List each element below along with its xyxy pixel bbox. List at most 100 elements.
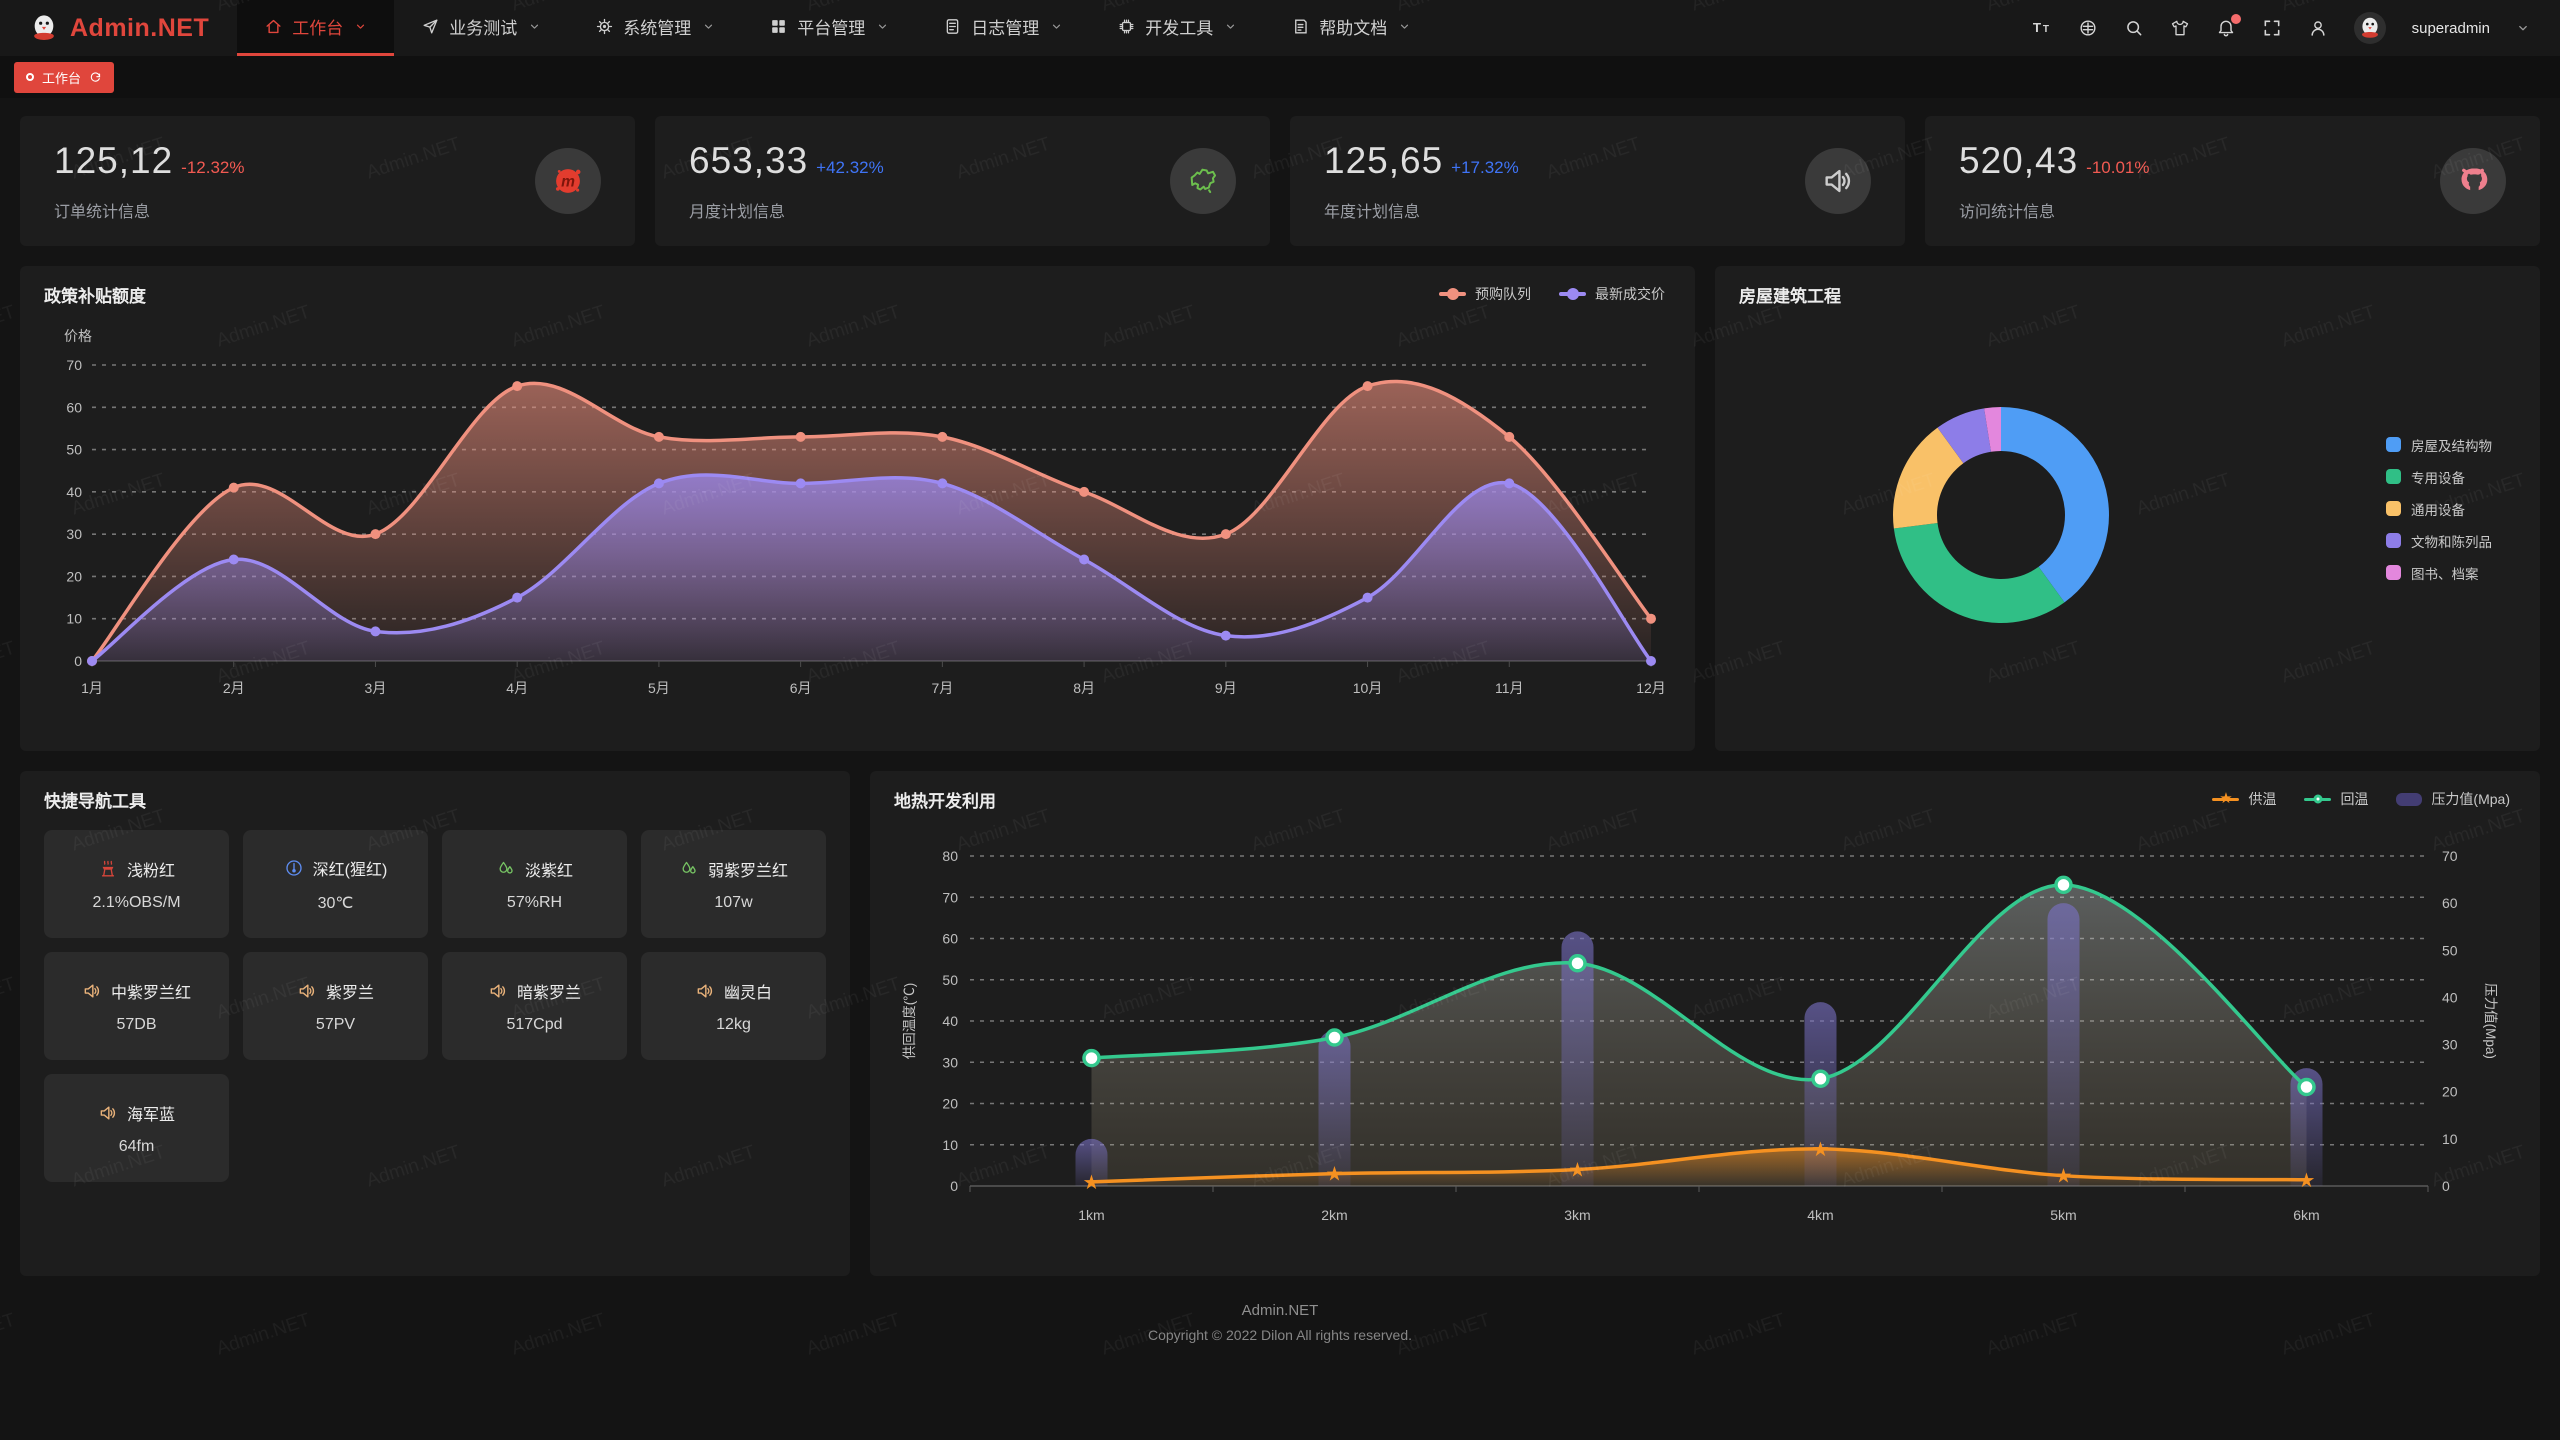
legend-item-latest-price[interactable]: 最新成交价	[1559, 284, 1665, 304]
octocat-icon	[2456, 164, 2490, 198]
legend-item-general-equipment[interactable]: 通用设备	[2386, 499, 2492, 519]
quick-nav-item-navy-blue[interactable]: 海军蓝 64fm	[44, 1074, 229, 1182]
stat-delta: +42.32%	[816, 158, 884, 177]
svg-text:10: 10	[66, 611, 82, 627]
subsidy-chart-panel: 政策补贴额度 预购队列 最新成交价 0 10 20 30 40 50 60 70 价格 1月 2月 3…	[20, 266, 1695, 751]
building-chart-title: 房屋建筑工程	[1739, 287, 1841, 306]
legend-square-marker	[2386, 533, 2401, 548]
svg-text:30: 30	[942, 1054, 958, 1070]
chip-icon	[1117, 17, 1136, 36]
quick-nav-item-weak-violet-red[interactable]: 弱紫罗兰红 107w	[641, 830, 826, 938]
quick-nav-item-pale-violet[interactable]: 淡紫红 57%RH	[442, 830, 627, 938]
navbar-tools: superadmin	[2032, 0, 2560, 56]
building-donut-chart[interactable]	[1739, 307, 2439, 727]
quick-nav-item-medium-violet-red[interactable]: 中紫罗兰红 57DB	[44, 952, 229, 1060]
menu-item-dev-tools[interactable]: 开发工具	[1090, 0, 1264, 56]
stat-card-orders: 125,12 -12.32% 订单统计信息	[20, 116, 635, 246]
quick-nav-title: 快捷导航工具	[44, 792, 146, 811]
quick-nav-panel: 快捷导航工具 浅粉红 2.1%OBS/M 深红(猩红) 30℃ 淡紫红 57%R…	[20, 771, 850, 1276]
svg-text:2km: 2km	[1321, 1207, 1347, 1223]
svg-text:20: 20	[942, 1096, 958, 1112]
menu-item-platform-mgmt[interactable]: 平台管理	[742, 0, 916, 56]
chevron-down-icon	[528, 20, 541, 33]
gear-icon	[595, 17, 614, 36]
theme-shirt-icon[interactable]	[2170, 18, 2190, 38]
legend-item-pressure[interactable]: 压力值(Mpa)	[2396, 789, 2510, 809]
svg-text:10: 10	[2442, 1131, 2458, 1147]
quick-nav-item-dark-violet[interactable]: 暗紫罗兰 517Cpd	[442, 952, 627, 1060]
stat-label: 月度计划信息	[689, 204, 786, 221]
legend-square-marker	[2386, 565, 2401, 580]
svg-text:30: 30	[2442, 1037, 2458, 1053]
refresh-icon[interactable]	[89, 71, 102, 84]
svg-text:7月: 7月	[931, 680, 953, 696]
speaker-icon	[82, 981, 102, 1001]
svg-text:60: 60	[66, 399, 82, 415]
legend-item-special-equipment[interactable]: 专用设备	[2386, 467, 2492, 487]
search-icon[interactable]	[2124, 18, 2144, 38]
svg-text:8月: 8月	[1073, 680, 1095, 696]
main-content: 125,12 -12.32% 订单统计信息 653,33 +42.32% 月度计划信…	[0, 98, 2560, 1359]
svg-text:0: 0	[950, 1178, 958, 1194]
svg-text:4km: 4km	[1807, 1207, 1833, 1223]
menu-item-log-mgmt[interactable]: 日志管理	[916, 0, 1090, 56]
menu-item-help-docs[interactable]: 帮助文档	[1264, 0, 1438, 56]
quick-nav-grid: 浅粉红 2.1%OBS/M 深红(猩红) 30℃ 淡紫红 57%RH 弱紫罗兰红…	[44, 830, 826, 1182]
geothermal-dual-axis-chart[interactable]: 0 10 20 30 40 50 60 70 80 0 10 20 30 40 50 60 70 供回温度(℃) 压…	[894, 816, 2516, 1252]
svg-text:6月: 6月	[790, 680, 812, 696]
china-map-icon	[1186, 164, 1220, 198]
speaker-icon	[297, 981, 317, 1001]
menu-item-business-test[interactable]: 业务测试	[394, 0, 568, 56]
font-size-icon[interactable]	[2032, 18, 2052, 38]
stat-label: 订单统计信息	[54, 204, 151, 221]
quick-nav-item-violet[interactable]: 紫罗兰 57PV	[243, 952, 428, 1060]
stat-label: 访问统计信息	[1959, 204, 2056, 221]
stat-delta: -10.01%	[2086, 158, 2150, 177]
svg-text:40: 40	[2442, 989, 2458, 1005]
quick-nav-item-ghost-white[interactable]: 幽灵白 12kg	[641, 952, 826, 1060]
svg-text:60: 60	[2442, 895, 2458, 911]
subsidy-line-chart[interactable]: 0 10 20 30 40 50 60 70 价格 1月 2月 3月 4月 5月 6月 7月 8月 9月 10月 11…	[44, 313, 1671, 715]
geothermal-chart-title: 地热开发利用	[894, 792, 996, 811]
geothermal-legend: ★ 供温 回温 压力值(Mpa)	[2212, 789, 2510, 809]
tab-workbench[interactable]: 工作台	[14, 61, 115, 93]
quick-nav-item-light-pink[interactable]: 浅粉红 2.1%OBS/M	[44, 830, 229, 938]
svg-text:5km: 5km	[2050, 1207, 2076, 1223]
legend-item-relics[interactable]: 文物和陈列品	[2386, 531, 2492, 551]
menu-item-system-mgmt[interactable]: 系统管理	[568, 0, 742, 56]
svg-text:11月: 11月	[1495, 680, 1524, 696]
user-avatar[interactable]	[2353, 12, 2386, 44]
top-navbar: Admin.NET 工作台 业务测试 系统管理 平台管理 日志管理	[0, 0, 2560, 56]
profile-icon[interactable]	[2308, 18, 2328, 38]
thermometer-icon	[284, 858, 304, 878]
notification-badge	[2230, 14, 2241, 24]
legend-item-return-temp[interactable]: 回温	[2304, 789, 2368, 809]
svg-text:0: 0	[2442, 1178, 2450, 1194]
legend-item-preorder[interactable]: 预购队列	[1439, 284, 1531, 304]
tab-bar: 工作台	[0, 56, 2560, 98]
svg-text:压力值(Mpa): 压力值(Mpa)	[2483, 983, 2498, 1059]
username[interactable]: superadmin	[2411, 19, 2490, 37]
language-icon[interactable]	[2078, 18, 2098, 38]
penguin-logo-icon	[28, 12, 60, 44]
stat-delta: -12.32%	[181, 158, 245, 177]
legend-item-supply-temp[interactable]: ★ 供温	[2212, 789, 2276, 809]
heat-icon	[98, 859, 118, 879]
svg-text:10月: 10月	[1353, 680, 1383, 696]
notification-bell-icon[interactable]	[2216, 14, 2241, 38]
user-chevron-down-icon[interactable]	[2516, 21, 2530, 35]
legend-item-books[interactable]: 图书、档案	[2386, 563, 2492, 583]
tab-active-dot-icon	[26, 73, 34, 81]
building-chart-panel: 房屋建筑工程 房屋及结构物 专用设备 通用设备 文物和陈列品 图书、档案	[1715, 266, 2540, 751]
subsidy-legend: 预购队列 最新成交价	[1439, 284, 1665, 304]
svg-text:★: ★	[1569, 1160, 1587, 1182]
chevron-down-icon	[876, 20, 889, 33]
quick-nav-item-crimson[interactable]: 深红(猩红) 30℃	[243, 830, 428, 938]
fullscreen-icon[interactable]	[2262, 18, 2282, 38]
menu-item-workbench[interactable]: 工作台	[237, 0, 395, 56]
page-footer: Admin.NET Copyright © 2022 Dilon All rig…	[20, 1302, 2540, 1359]
legend-item-structures[interactable]: 房屋及结构物	[2386, 435, 2492, 455]
app-logo[interactable]: Admin.NET	[0, 0, 237, 56]
footer-app-name: Admin.NET	[1241, 1302, 1319, 1319]
legend-circle-marker	[2304, 791, 2332, 807]
